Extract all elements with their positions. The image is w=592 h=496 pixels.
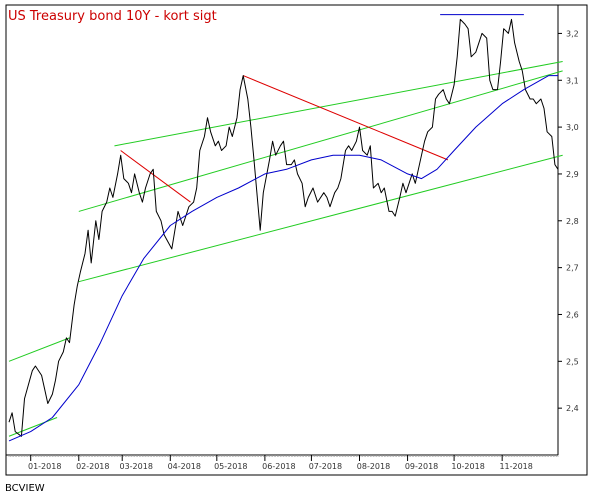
x-tick-label: 06-2018	[262, 462, 295, 471]
x-tick-label: 10-2018	[451, 462, 484, 471]
channel-trendline	[114, 61, 563, 147]
x-tick-label: 09-2018	[405, 462, 438, 471]
x-tick-label: 03-2018	[119, 462, 152, 471]
moving-average-line	[8, 75, 558, 442]
y-tick-label: 3,2	[566, 29, 579, 38]
x-tick-label: 08-2018	[357, 462, 390, 471]
x-tick-label: 11-2018	[499, 462, 532, 471]
trendline-layer	[8, 14, 563, 437]
y-tick-label: 2,6	[566, 310, 579, 319]
x-tick-label: 02-2018	[76, 462, 109, 471]
source-label: BCVIEW	[5, 483, 45, 494]
y-tick-label: 2,9	[566, 170, 579, 179]
axis-layer: 2,4 2,5 2,6 2,7 2,8 2,9 3,0 3,1 3,2 01-2018 02-201…	[8, 29, 579, 471]
series-layer	[8, 18, 559, 442]
channel-trendline	[8, 337, 70, 362]
x-tick-label: 05-2018	[214, 462, 247, 471]
y-tick-label: 2,8	[566, 217, 579, 226]
downtrend-line	[120, 150, 191, 203]
chart-title: US Treasury bond 10Y - kort sigt	[8, 9, 217, 24]
y-tick-label: 2,4	[566, 404, 579, 413]
plot-frame	[5, 4, 588, 476]
y-tick-label: 2,7	[566, 264, 579, 273]
x-tick-label: 01-2018	[28, 462, 61, 471]
channel-trendline	[78, 154, 563, 283]
x-tick-label: 07-2018	[309, 462, 342, 471]
x-tick-label: 04-2018	[168, 462, 201, 471]
price-series-line	[8, 18, 559, 437]
downtrend-line	[242, 75, 449, 161]
channel-trendline	[78, 70, 563, 212]
y-tick-label: 3,0	[566, 123, 579, 132]
y-tick-label: 3,1	[566, 76, 579, 85]
y-tick-label: 2,5	[566, 357, 579, 366]
